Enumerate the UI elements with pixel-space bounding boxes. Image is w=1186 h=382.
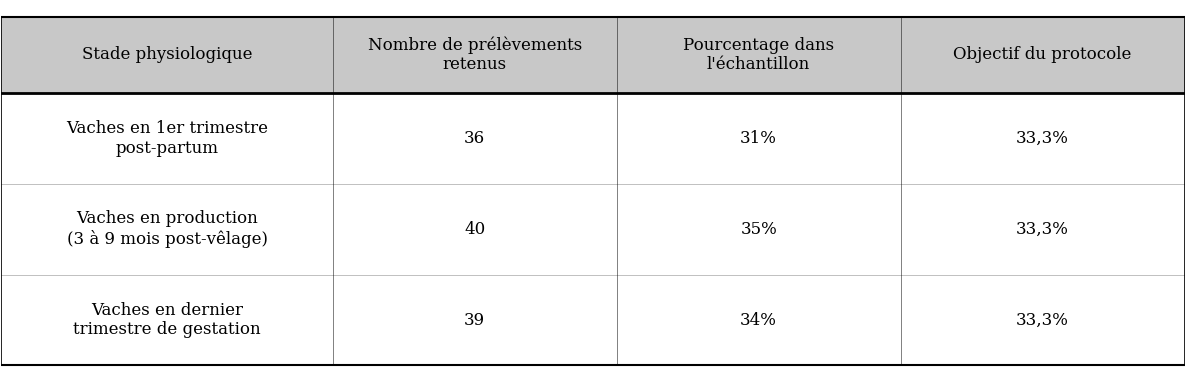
Text: Stade physiologique: Stade physiologique xyxy=(82,47,253,63)
FancyBboxPatch shape xyxy=(1,275,1185,366)
Text: Objectif du protocole: Objectif du protocole xyxy=(954,47,1131,63)
Text: 39: 39 xyxy=(464,312,485,329)
Text: 33,3%: 33,3% xyxy=(1016,221,1069,238)
FancyBboxPatch shape xyxy=(1,93,1185,184)
Text: 33,3%: 33,3% xyxy=(1016,130,1069,147)
FancyBboxPatch shape xyxy=(1,16,1185,93)
Text: 33,3%: 33,3% xyxy=(1016,312,1069,329)
Text: Pourcentage dans
l'échantillon: Pourcentage dans l'échantillon xyxy=(683,37,834,73)
Text: 34%: 34% xyxy=(740,312,777,329)
Text: 36: 36 xyxy=(464,130,485,147)
Text: 31%: 31% xyxy=(740,130,777,147)
Text: Vaches en 1er trimestre
post-partum: Vaches en 1er trimestre post-partum xyxy=(66,120,268,157)
Text: 40: 40 xyxy=(464,221,485,238)
Text: Vaches en dernier
trimestre de gestation: Vaches en dernier trimestre de gestation xyxy=(74,302,261,338)
Text: 35%: 35% xyxy=(740,221,777,238)
FancyBboxPatch shape xyxy=(1,184,1185,275)
Text: Nombre de prélèvements
retenus: Nombre de prélèvements retenus xyxy=(368,36,582,73)
Text: Vaches en production
(3 à 9 mois post-vêlage): Vaches en production (3 à 9 mois post-vê… xyxy=(66,210,268,248)
